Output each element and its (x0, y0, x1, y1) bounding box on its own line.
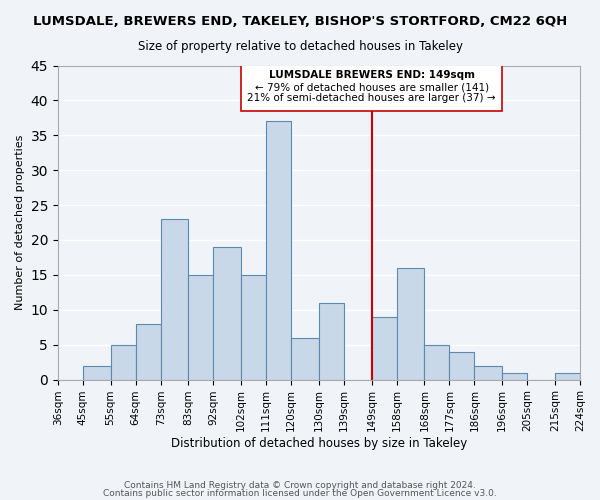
Bar (319, 303, 344, 380)
Bar (266, 122, 291, 380)
Bar (83, 366, 110, 380)
Bar (291, 338, 319, 380)
Bar (449, 352, 475, 380)
Text: Size of property relative to detached houses in Takeley: Size of property relative to detached ho… (137, 40, 463, 53)
Text: Contains public sector information licensed under the Open Government Licence v3: Contains public sector information licen… (103, 488, 497, 498)
Text: 21% of semi-detached houses are larger (37) →: 21% of semi-detached houses are larger (… (247, 94, 496, 104)
Bar (136, 324, 161, 380)
Bar (110, 344, 136, 380)
Text: LUMSDALE BREWERS END: 149sqm: LUMSDALE BREWERS END: 149sqm (269, 70, 475, 81)
FancyBboxPatch shape (241, 62, 502, 111)
Bar (214, 247, 241, 380)
Bar (475, 366, 502, 380)
Bar (161, 219, 188, 380)
X-axis label: Distribution of detached houses by size in Takeley: Distribution of detached houses by size … (171, 437, 467, 450)
Bar (424, 344, 449, 380)
Bar (188, 275, 214, 380)
Bar (555, 372, 580, 380)
Bar (397, 268, 424, 380)
Bar (372, 317, 397, 380)
Bar (502, 372, 527, 380)
Text: LUMSDALE, BREWERS END, TAKELEY, BISHOP'S STORTFORD, CM22 6QH: LUMSDALE, BREWERS END, TAKELEY, BISHOP'S… (33, 15, 567, 28)
Bar (241, 275, 266, 380)
Y-axis label: Number of detached properties: Number of detached properties (15, 135, 25, 310)
Text: ← 79% of detached houses are smaller (141): ← 79% of detached houses are smaller (14… (254, 83, 489, 93)
Text: Contains HM Land Registry data © Crown copyright and database right 2024.: Contains HM Land Registry data © Crown c… (124, 481, 476, 490)
